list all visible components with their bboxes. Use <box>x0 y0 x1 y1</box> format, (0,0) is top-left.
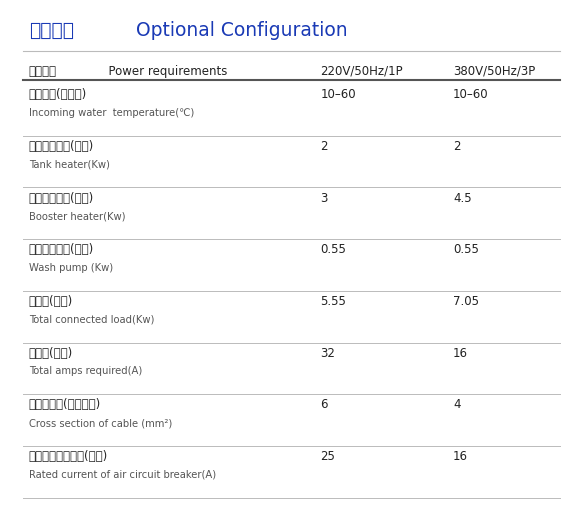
Text: Rated current of air circuit breaker(A): Rated current of air circuit breaker(A) <box>29 470 216 480</box>
Text: 3: 3 <box>320 191 328 205</box>
Text: 220V/50Hz/1P: 220V/50Hz/1P <box>320 65 403 78</box>
Text: 水槽加热功率(千瓦): 水槽加热功率(千瓦) <box>29 140 94 153</box>
Text: 10–60: 10–60 <box>320 88 356 101</box>
Text: 10–60: 10–60 <box>453 88 489 101</box>
Text: 电源要求: 电源要求 <box>29 65 57 78</box>
Text: 4: 4 <box>453 399 460 411</box>
Text: 清洗水泵功率(千瓦): 清洗水泵功率(千瓦) <box>29 243 94 256</box>
Text: 进水温度(摄氏度): 进水温度(摄氏度) <box>29 88 87 101</box>
Text: 电源线截面(平方毫米): 电源线截面(平方毫米) <box>29 399 101 411</box>
Text: 可选配置: 可选配置 <box>29 21 74 40</box>
Text: 总功率(千瓦): 总功率(千瓦) <box>29 295 73 308</box>
Text: 7.05: 7.05 <box>453 295 479 308</box>
Text: Total amps required(A): Total amps required(A) <box>29 366 142 376</box>
Text: Total connected load(Kw): Total connected load(Kw) <box>29 315 154 325</box>
Text: Power requirements: Power requirements <box>101 65 227 78</box>
Text: Tank heater(Kw): Tank heater(Kw) <box>29 159 110 169</box>
Text: 380V/50Hz/3P: 380V/50Hz/3P <box>453 65 535 78</box>
Text: Wash pump (Kw): Wash pump (Kw) <box>29 263 113 273</box>
Text: 0.55: 0.55 <box>453 243 479 256</box>
Text: 空气开关额定电流(安培): 空气开关额定电流(安培) <box>29 450 108 463</box>
Text: Incoming water  temperature(℃): Incoming water temperature(℃) <box>29 108 194 118</box>
Text: 16: 16 <box>453 450 468 463</box>
Text: Cross section of cable (mm²): Cross section of cable (mm²) <box>29 418 172 428</box>
Text: 25: 25 <box>320 450 335 463</box>
Text: Booster heater(Kw): Booster heater(Kw) <box>29 211 125 221</box>
Text: 4.5: 4.5 <box>453 191 471 205</box>
Text: 32: 32 <box>320 347 335 360</box>
Text: 0.55: 0.55 <box>320 243 346 256</box>
Text: 16: 16 <box>453 347 468 360</box>
Text: 5.55: 5.55 <box>320 295 346 308</box>
Text: 总电流(安培): 总电流(安培) <box>29 347 73 360</box>
Text: 2: 2 <box>320 140 328 153</box>
Text: 2: 2 <box>453 140 460 153</box>
Text: Optional Configuration: Optional Configuration <box>124 21 348 40</box>
Text: 漂洗加热功率(千瓦): 漂洗加热功率(千瓦) <box>29 191 94 205</box>
Text: 6: 6 <box>320 399 328 411</box>
